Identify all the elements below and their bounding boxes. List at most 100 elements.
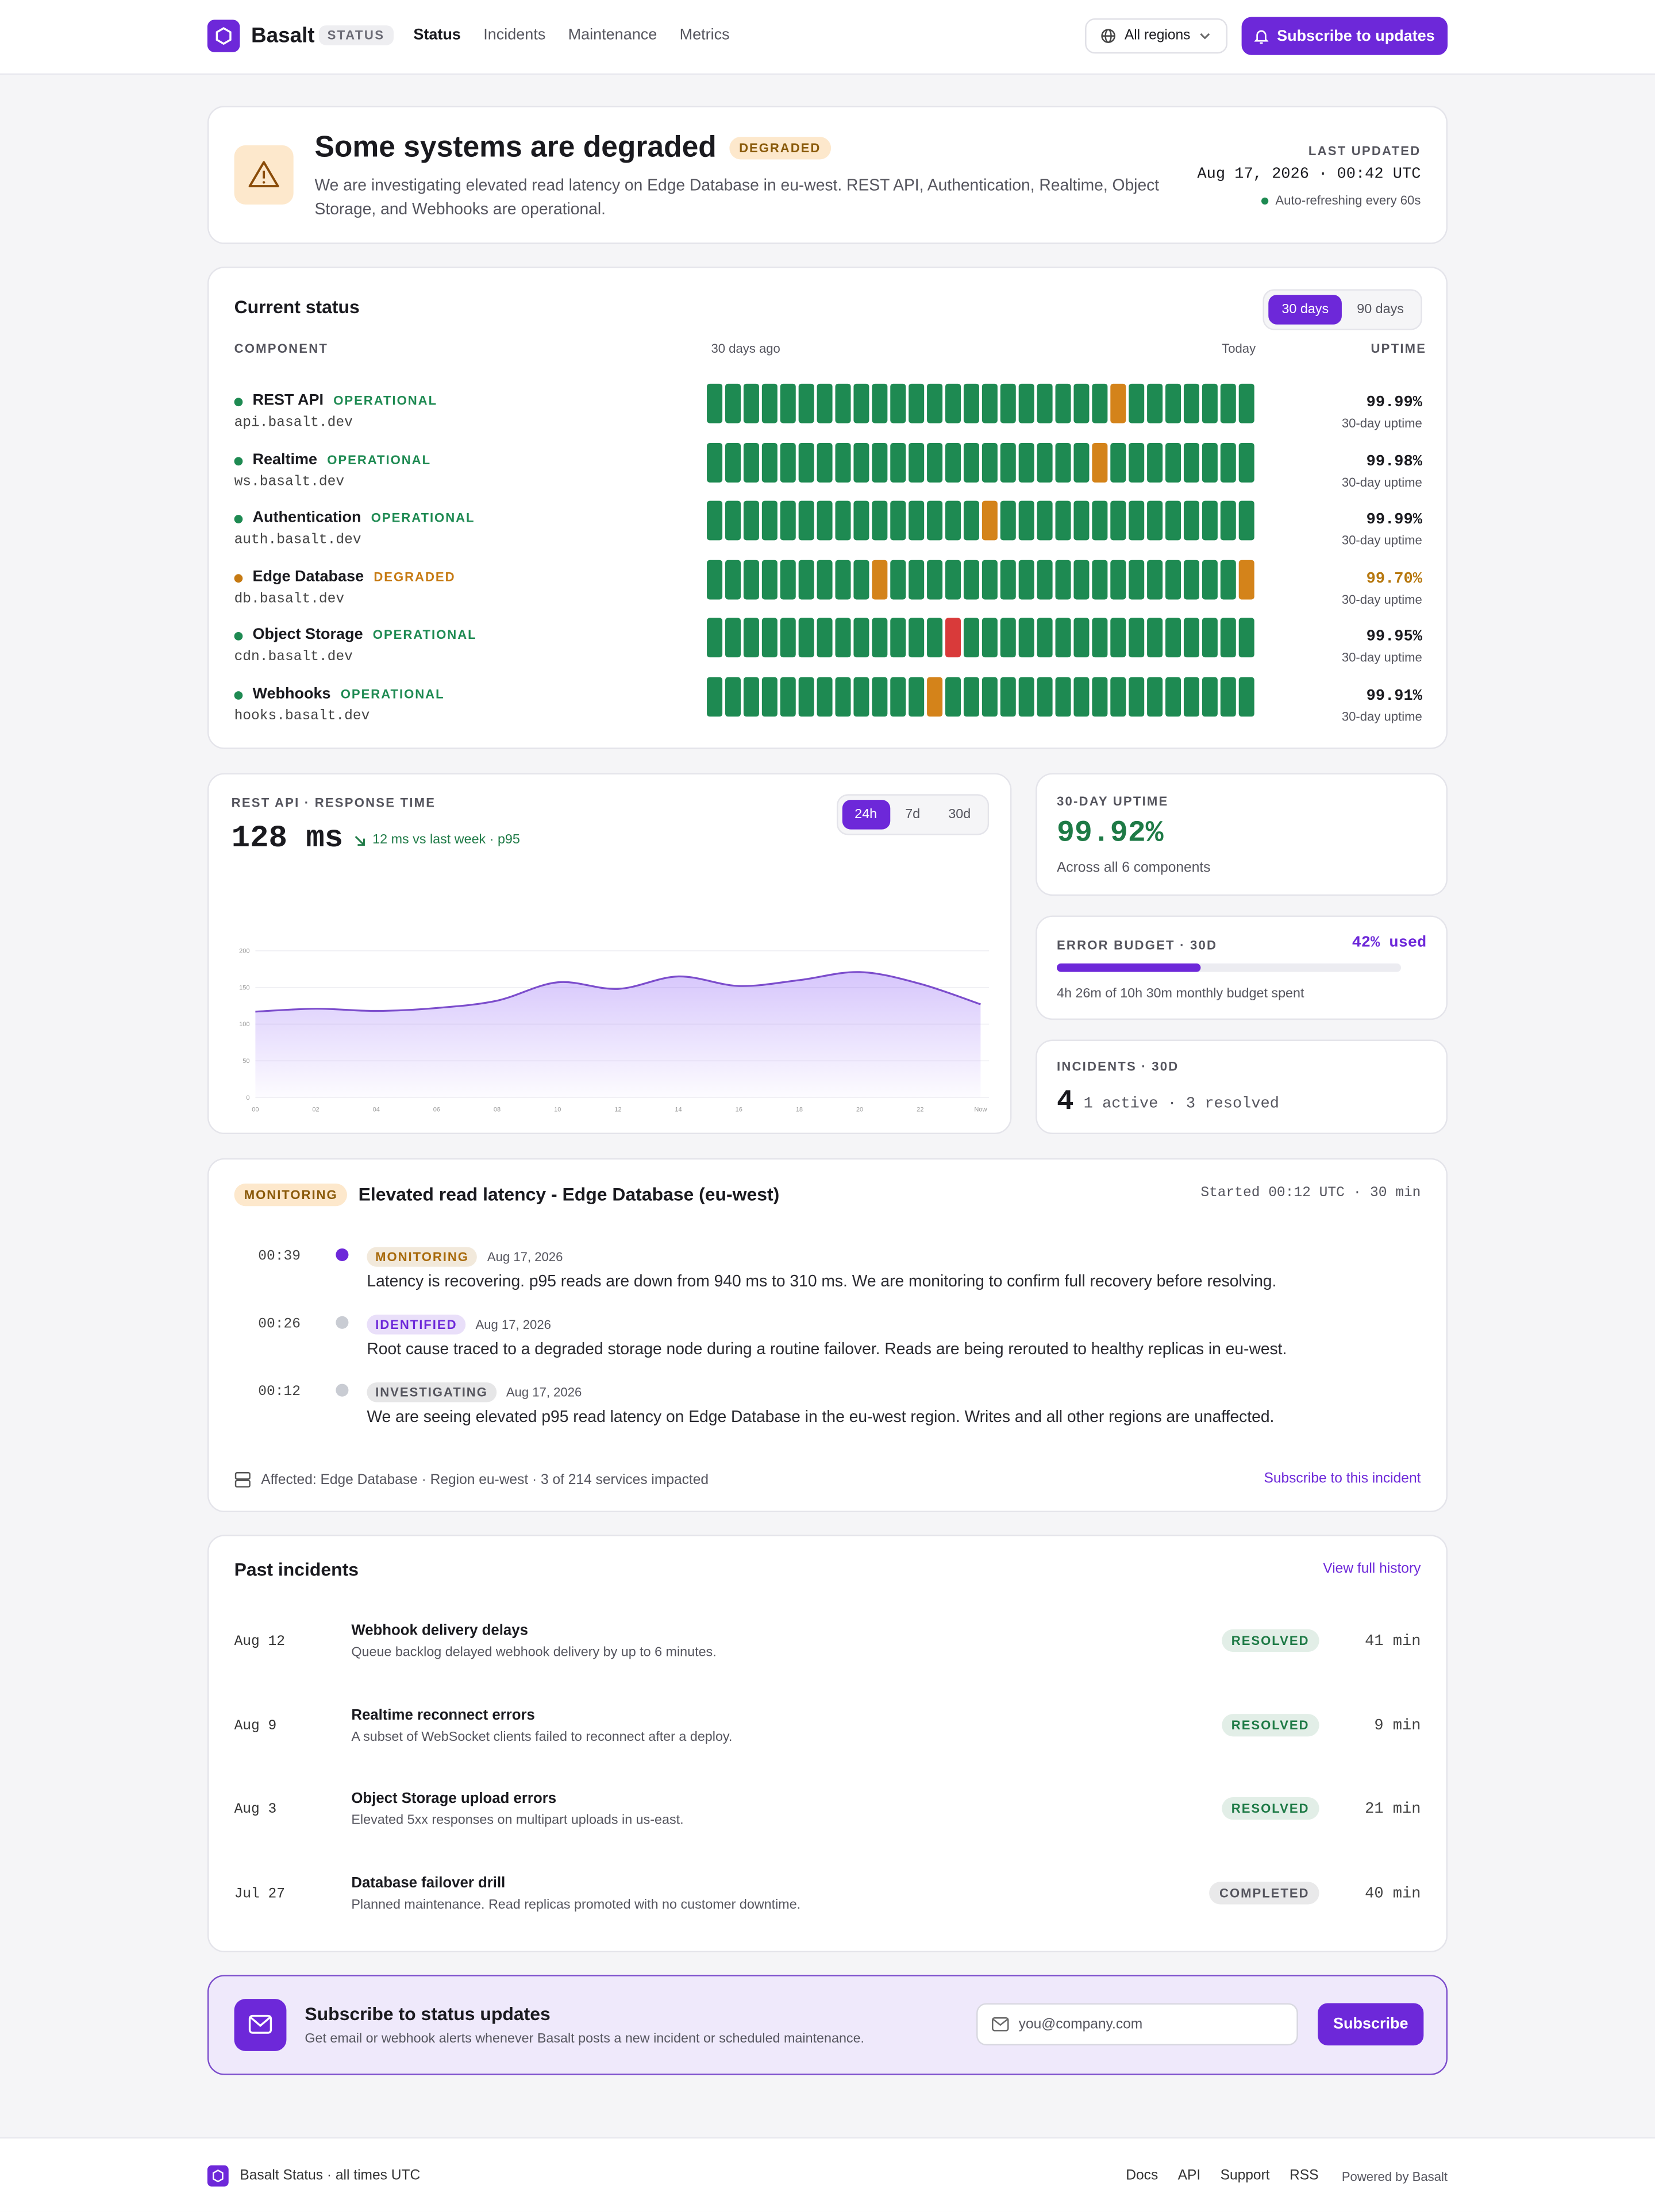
update-date: Aug 17, 2026: [475, 1317, 551, 1332]
uptime-day: [1037, 618, 1053, 658]
uptime-day: [725, 501, 741, 541]
logo-icon: [215, 27, 232, 45]
x-tick-label: 06: [433, 1107, 440, 1113]
uptime-day: [945, 560, 961, 599]
uptime-day: [1147, 560, 1163, 599]
uptime-day: [963, 383, 979, 423]
history-link[interactable]: View full history: [1323, 1561, 1421, 1577]
logo[interactable]: [207, 20, 240, 52]
uptime-day: [1037, 677, 1053, 717]
past-status: RESOLVED: [1221, 1629, 1319, 1652]
x-tick-label: 16: [736, 1107, 742, 1113]
response-value: 128 ms: [231, 820, 344, 857]
uptime-day: [1018, 383, 1034, 423]
timeline-dot: [336, 1248, 349, 1261]
update-head: IDENTIFIED Aug 17, 2026: [367, 1315, 551, 1335]
uptime-day: [963, 618, 979, 658]
uptime-day: [963, 501, 979, 541]
region-select[interactable]: All regions: [1085, 18, 1228, 54]
x-tick-label: 04: [373, 1107, 380, 1113]
tab[interactable]: 7d: [905, 807, 921, 823]
uptime-day: [1037, 442, 1053, 482]
uptime-day: [1129, 618, 1145, 658]
uptime-day: [890, 383, 906, 423]
uptime-day: [982, 442, 998, 482]
incident-subscribe-link[interactable]: Subscribe to this incident: [1264, 1471, 1421, 1487]
uptime-day: [1220, 501, 1236, 541]
footer-link[interactable]: RSS: [1289, 2168, 1319, 2184]
tab[interactable]: 24h: [842, 800, 890, 830]
component-name: Realtime: [252, 450, 318, 468]
update-date: Aug 17, 2026: [506, 1385, 582, 1400]
nav-link[interactable]: Status: [413, 26, 461, 44]
subscribe-button[interactable]: Subscribe to updates: [1241, 17, 1448, 55]
nav-link[interactable]: Maintenance: [568, 26, 657, 44]
affected-text: Affected: Edge Database · Region eu-west…: [261, 1472, 709, 1488]
uptime-label: 30-DAY UPTIME: [1056, 794, 1169, 808]
past-title: Object Storage upload errors: [351, 1790, 557, 1808]
uptime-day: [1092, 560, 1108, 599]
component-host: hooks.basalt.dev: [234, 709, 370, 725]
uptime-day: [890, 677, 906, 717]
uptime-day: [1183, 618, 1199, 658]
uptime-day: [761, 501, 778, 541]
uptime-day: [1129, 560, 1145, 599]
uptime-day: [780, 383, 796, 423]
component-host: api.basalt.dev: [234, 416, 353, 432]
uptime-day: [927, 618, 943, 658]
uptime-day: [982, 618, 998, 658]
uptime-day: [761, 677, 778, 717]
past-date: Aug 12: [234, 1635, 285, 1651]
footer-link[interactable]: Support: [1220, 2168, 1270, 2184]
past-date: Jul 27: [234, 1886, 285, 1902]
column-header: 30 days ago: [711, 341, 780, 356]
uptime-day: [1165, 501, 1181, 541]
nav-link[interactable]: Metrics: [679, 26, 730, 44]
uptime-day: [982, 560, 998, 599]
uptime-day: [1092, 618, 1108, 658]
tab[interactable]: 30 days: [1269, 295, 1342, 325]
component-state: OPERATIONAL: [327, 452, 432, 467]
footer-link[interactable]: Docs: [1126, 2168, 1158, 2184]
footer-link[interactable]: API: [1177, 2168, 1201, 2184]
incidents-card: INCIDENTS · 30D 4 1 active · 3 resolved: [1036, 1039, 1448, 1135]
uptime-day: [725, 677, 741, 717]
mail-icon: [248, 2014, 272, 2034]
uptime-day: [1220, 677, 1236, 717]
tab[interactable]: 30d: [948, 807, 971, 823]
uptime-day: [1073, 618, 1090, 658]
uptime-day: [890, 560, 906, 599]
uptime-day: [1183, 501, 1199, 541]
nav-link[interactable]: Incidents: [483, 26, 546, 44]
uptime-day: [982, 677, 998, 717]
uptime-day: [909, 501, 925, 541]
component-state: OPERATIONAL: [333, 394, 438, 408]
tab[interactable]: 90 days: [1357, 302, 1404, 318]
uptime-day: [707, 501, 723, 541]
uptime-day: [1092, 677, 1108, 717]
uptime-day: [963, 677, 979, 717]
uptime-day: [1183, 560, 1199, 599]
uptime-day: [1238, 677, 1254, 717]
uptime-day: [1202, 501, 1218, 541]
uptime-day: [945, 442, 961, 482]
email-input[interactable]: you@company.com: [976, 2003, 1298, 2046]
cta-text: Get email or webhook alerts whenever Bas…: [305, 2031, 865, 2047]
uptime-day: [761, 383, 778, 423]
uptime-day: [780, 618, 796, 658]
uptime-note: 30-day uptime: [1341, 533, 1422, 548]
uptime-day: [835, 560, 851, 599]
uptime-day: [1183, 442, 1199, 482]
past-title: Past incidents: [234, 1559, 359, 1580]
uptime-day: [1202, 677, 1218, 717]
uptime-day: [1110, 677, 1126, 717]
cta-button[interactable]: Subscribe: [1318, 2003, 1424, 2046]
uptime-day: [853, 618, 869, 658]
update-text: We are seeing elevated p95 read latency …: [367, 1409, 1275, 1427]
update-head: MONITORING Aug 17, 2026: [367, 1247, 563, 1267]
uptime-day: [798, 501, 814, 541]
uptime-day: [1073, 383, 1090, 423]
uptime-day: [853, 501, 869, 541]
uptime-day: [927, 560, 943, 599]
x-tick-label: 00: [252, 1107, 259, 1113]
